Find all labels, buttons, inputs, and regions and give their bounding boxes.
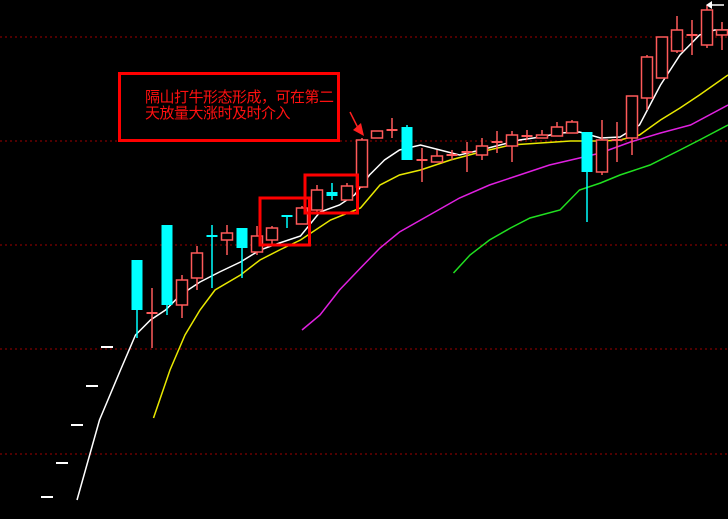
candle-body: [535, 134, 549, 139]
candle-body: [401, 127, 413, 160]
candle-body: [430, 155, 444, 163]
highlight-box: [303, 173, 359, 215]
candle-body: [265, 227, 279, 241]
annotation-arrow-head: [353, 123, 364, 136]
candle-body: [550, 126, 564, 137]
candle-body: [175, 279, 189, 306]
annotation-box: 隔山打牛形态形成，可在第二天放量大涨时及时介入: [118, 72, 340, 142]
candle-body: [161, 225, 173, 305]
candle-body: [370, 130, 384, 139]
candle-body: [281, 215, 293, 217]
candle-body: [310, 189, 324, 211]
candle-body: [595, 139, 609, 173]
candle-body: [475, 145, 489, 156]
candle-body: [655, 36, 669, 79]
candle-body: [700, 9, 714, 46]
candle-body: [581, 132, 593, 172]
candle-body: [190, 252, 204, 279]
candle-body: [326, 192, 338, 196]
candle-body: [236, 228, 248, 248]
max-price-arrow-head: [706, 1, 712, 9]
candle-body: [355, 139, 369, 188]
moving-average-line: [301, 104, 728, 331]
candle-body: [505, 134, 519, 147]
candle-body: [625, 95, 639, 139]
candle-body: [640, 56, 654, 99]
moving-average-line: [452, 124, 728, 274]
candle-body: [295, 207, 309, 225]
candle-body: [131, 260, 143, 310]
candle-body: [715, 29, 728, 36]
candle-body: [670, 29, 684, 52]
highlight-box: [258, 196, 311, 247]
candle-body: [220, 232, 234, 241]
annotation-text: 隔山打牛形态形成，可在第二天放量大涨时及时介入: [145, 88, 334, 122]
candle-body: [565, 121, 579, 134]
candle-body: [340, 185, 354, 201]
